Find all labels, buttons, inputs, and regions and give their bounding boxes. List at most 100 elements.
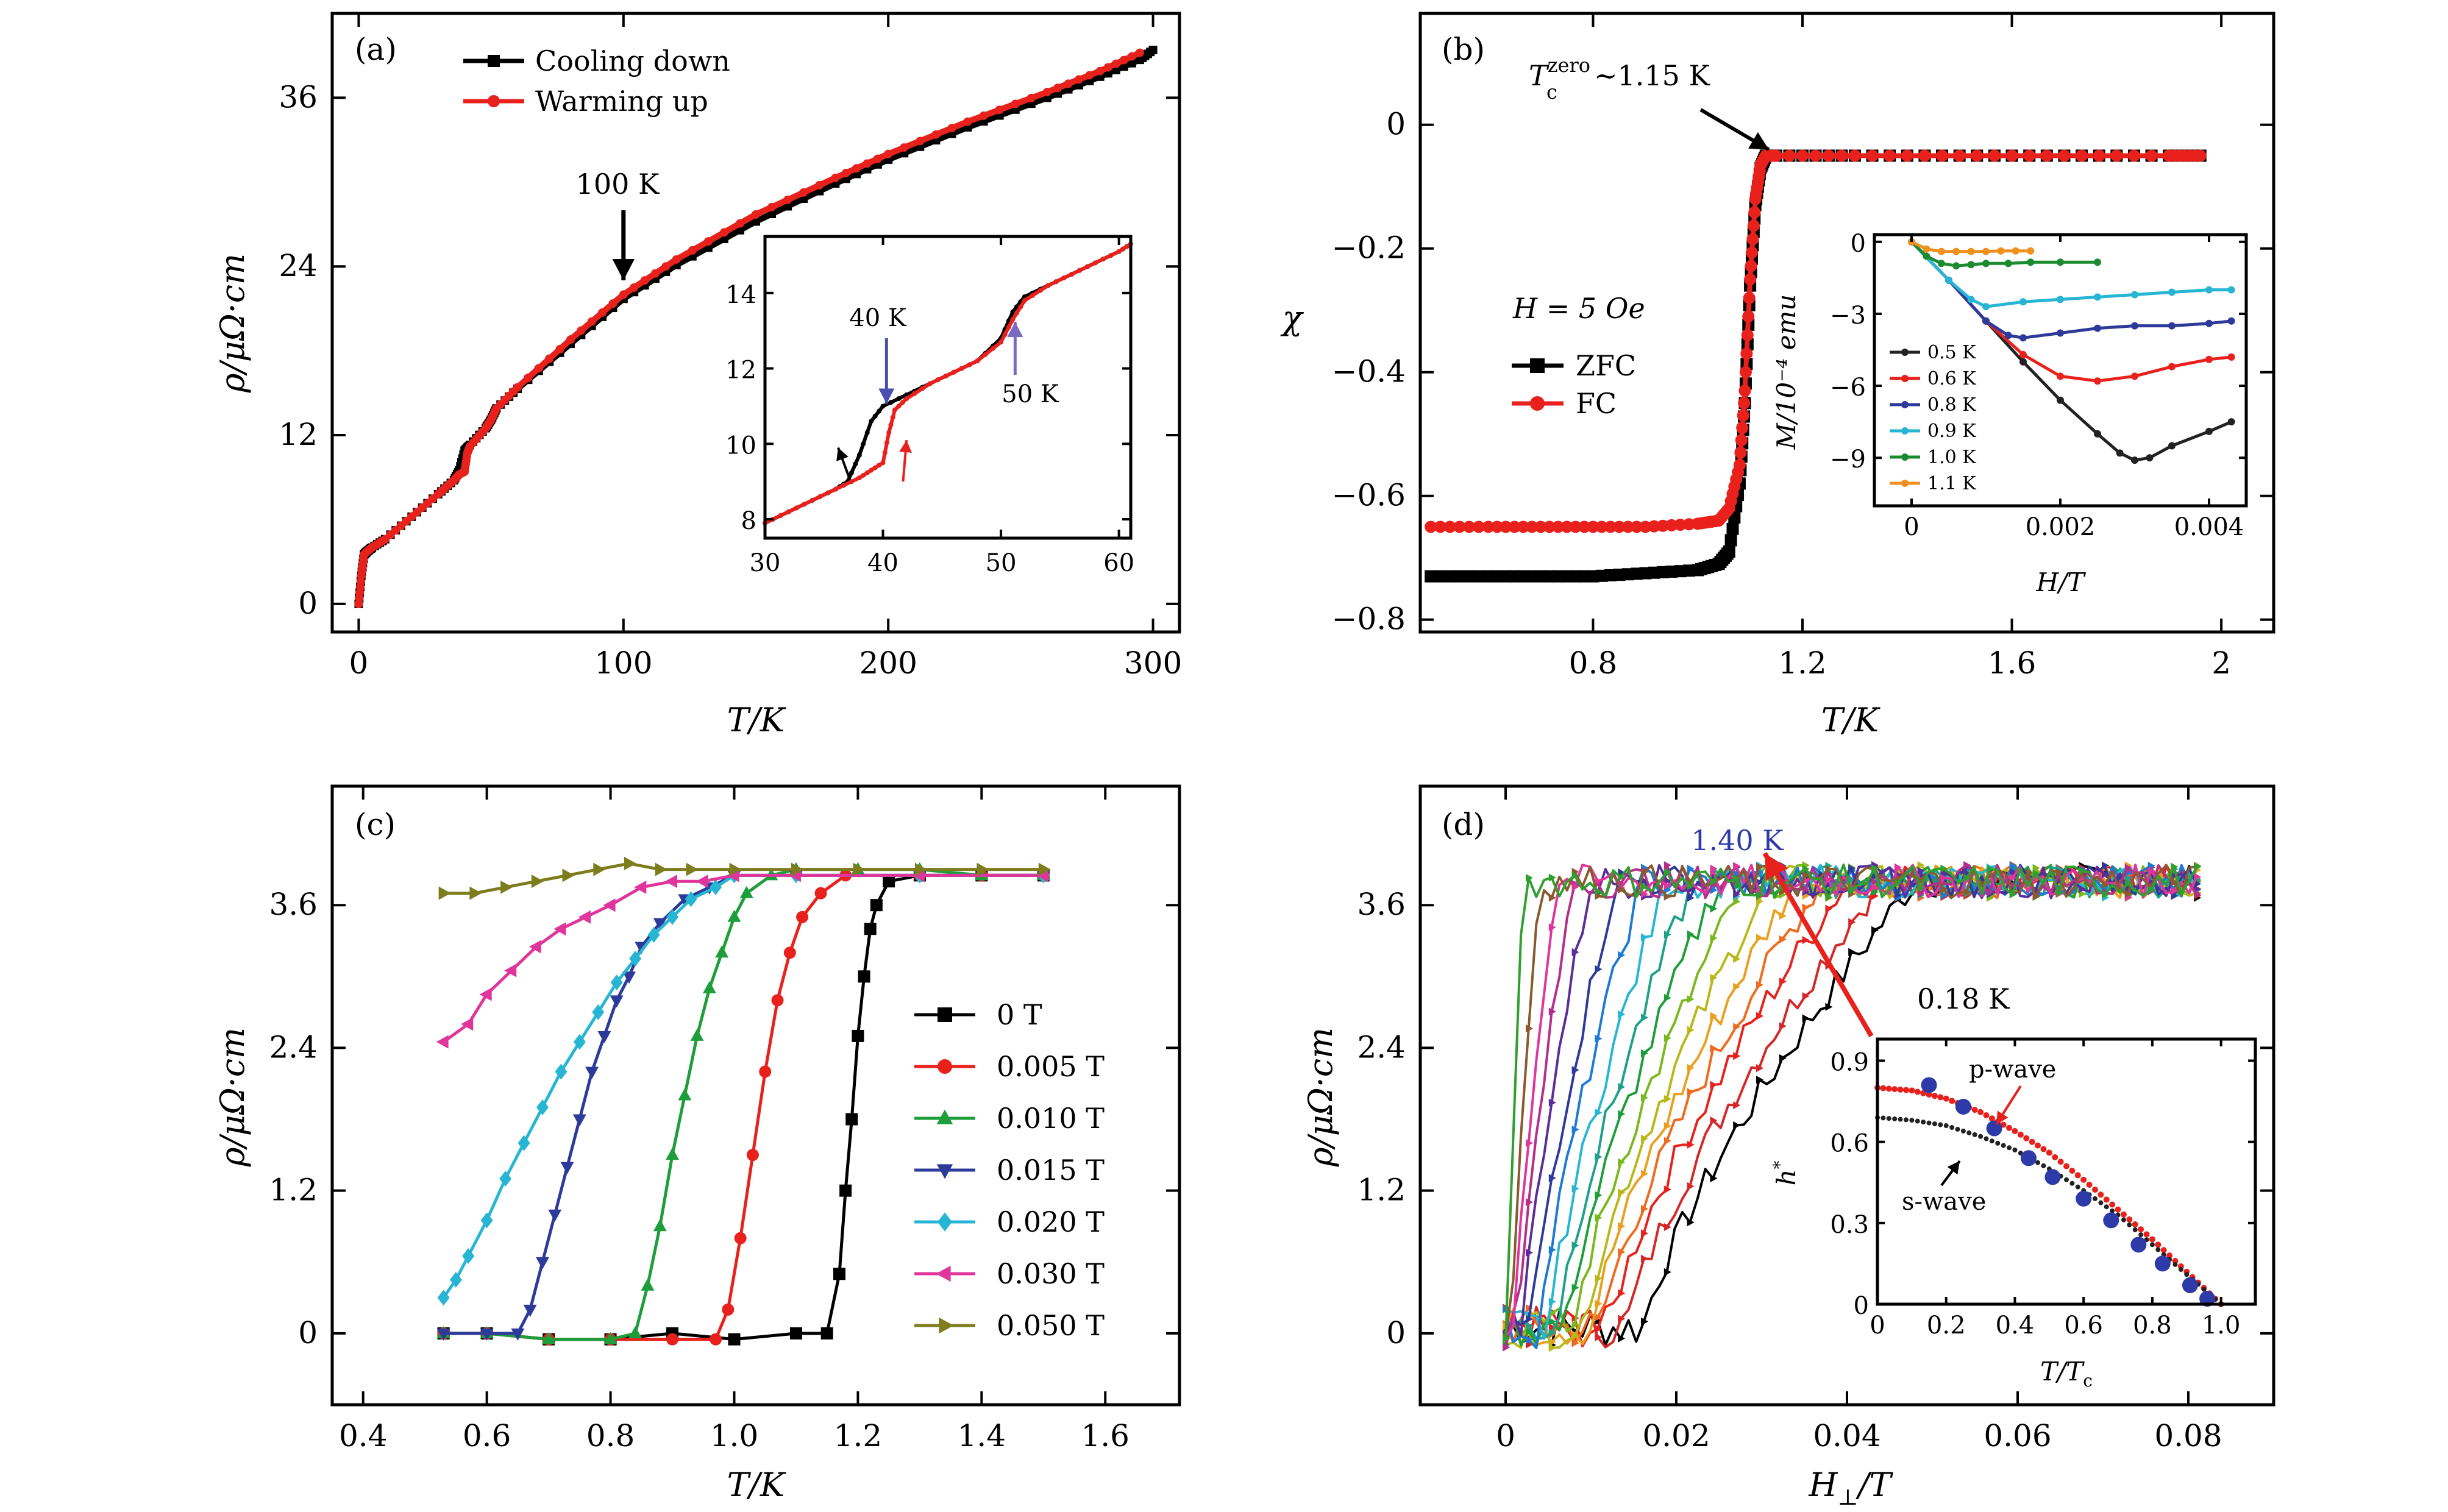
inset-data-point: [2182, 1277, 2198, 1293]
inset-point: [2094, 430, 2101, 438]
s-wave-dot: [2127, 1222, 2132, 1227]
data-point: [1848, 876, 1856, 884]
data-point: [1743, 291, 1756, 304]
s-wave-dot: [2110, 1208, 2115, 1213]
x-tick-label: 0.004: [2174, 513, 2244, 541]
data-point: [1825, 893, 1833, 901]
data-point: [1901, 149, 1913, 162]
plot-frame: [330, 784, 1181, 1407]
inset-y-axis-label: M/10⁻⁴ emu: [1771, 294, 1801, 450]
inset-point: [1982, 247, 1990, 255]
data-point: [1825, 875, 1833, 884]
inset-point: [888, 400, 894, 405]
inset-point: [2146, 454, 2154, 462]
x-tick-label: 0.4: [1996, 1311, 2035, 1340]
data-point: [462, 1248, 475, 1265]
data-point: [1848, 864, 1856, 873]
x-tick-label: 2: [2211, 645, 2231, 681]
data-point: [1894, 863, 1902, 871]
data-point: [650, 269, 660, 278]
y-axis-label: ρ/μΩ·cm: [213, 1028, 252, 1167]
data-point: [1663, 861, 1671, 870]
data-point: [587, 317, 596, 326]
p-wave-dot: [2086, 1181, 2093, 1188]
s-wave-dot: [2172, 1262, 2178, 1267]
p-wave-dot: [1926, 1091, 1932, 1098]
y-tick-label: 0: [298, 586, 318, 621]
legend-marker: [938, 1059, 952, 1074]
data-point: [719, 228, 728, 237]
data-point: [1747, 219, 1760, 232]
data-point: [1434, 520, 1446, 533]
data-point: [436, 1328, 450, 1341]
s-wave-dot: [2092, 1196, 2098, 1201]
s-wave-dot: [1886, 1116, 1891, 1121]
data-point: [1871, 878, 1879, 886]
inset-point: [825, 490, 831, 495]
data-point: [1595, 876, 1603, 886]
data-point: [1526, 1139, 1533, 1148]
tc-superscript: zero: [1548, 54, 1590, 77]
s-wave-dot: [1972, 1132, 1977, 1137]
data-point: [1744, 273, 1757, 286]
data-point: [2124, 879, 2132, 888]
data-point: [1482, 520, 1495, 533]
data-point: [1064, 79, 1073, 88]
data-point: [1663, 993, 1671, 1002]
inset-point: [778, 513, 783, 518]
data-point: [1770, 149, 1783, 162]
data-point: [1710, 1116, 1718, 1125]
inset-x-axis-label: T/Tc: [2040, 1357, 2093, 1391]
data-point: [1740, 347, 1753, 360]
data-point: [1663, 892, 1671, 901]
data-point: [1526, 873, 1533, 882]
p-wave-dot: [1937, 1094, 1944, 1101]
data-point: [1595, 1191, 1603, 1199]
tc-symbol: T: [1529, 59, 1550, 92]
data-point: [1641, 1049, 1648, 1057]
inset-point: [1030, 293, 1035, 298]
p-wave-dot: [1880, 1085, 1887, 1091]
data-point: [1571, 1125, 1579, 1134]
inset-legend-label: 0.6 K: [1927, 368, 1976, 389]
inset-point: [2057, 296, 2064, 303]
data-point: [1526, 1335, 1533, 1344]
p-wave-dot: [1931, 1093, 1938, 1099]
data-point: [1733, 1052, 1741, 1060]
data-point: [2009, 890, 2017, 899]
inset-legend-marker: [1901, 401, 1909, 408]
inset-point: [2057, 396, 2064, 404]
data-point: [1011, 99, 1020, 108]
legend-label: 0 T: [997, 998, 1042, 1031]
p-wave-dot: [2138, 1226, 2144, 1233]
data-point: [1571, 1184, 1579, 1193]
data-point: [1548, 1329, 1556, 1337]
data-point: [610, 974, 623, 991]
data-point: [1085, 71, 1094, 80]
data-point: [666, 909, 679, 925]
inset-point: [1085, 264, 1091, 269]
data-point: [2147, 886, 2155, 894]
data-point: [1578, 520, 1591, 533]
y-tick-label: 2.4: [269, 1029, 318, 1065]
data-point: [1710, 864, 1718, 873]
s-wave-dot: [1949, 1125, 1955, 1130]
p-wave-dot: [2035, 1142, 2041, 1149]
data-point: [1733, 954, 1741, 964]
data-point: [1503, 1343, 1510, 1352]
panel-label: (b): [1442, 32, 1485, 67]
inset-point: [1120, 246, 1126, 252]
inset-point: [1108, 252, 1114, 258]
data-point: [1148, 45, 1158, 54]
data-point: [1618, 1110, 1626, 1118]
data-point: [2194, 149, 2207, 162]
data-point: [853, 862, 866, 876]
legend-label: 0.020 T: [997, 1205, 1105, 1238]
y-tick-label: 36: [279, 79, 318, 115]
data-point: [1641, 1204, 1648, 1213]
inset-point: [920, 386, 925, 391]
p-wave-dot: [2160, 1247, 2167, 1254]
s-wave-dot: [1989, 1138, 1994, 1144]
data-point: [839, 1184, 852, 1197]
data-point: [555, 344, 564, 353]
